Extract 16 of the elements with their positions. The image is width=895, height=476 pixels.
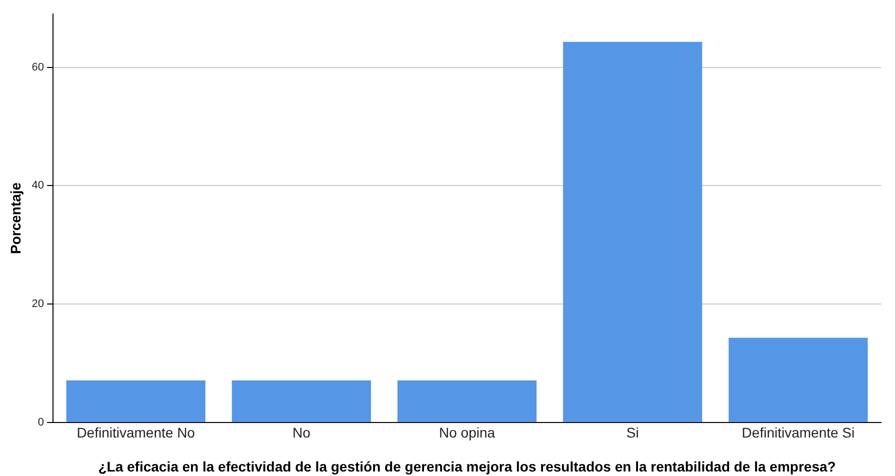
y-tick-label: 20: [32, 298, 44, 310]
y-tick-label: 40: [32, 180, 44, 192]
x-tick-label: No opina: [438, 424, 496, 441]
bar: [728, 338, 868, 422]
bar: [66, 380, 206, 422]
bar: [397, 380, 537, 422]
x-tick-label: No: [292, 424, 311, 441]
x-tick-label: Definitivamente No: [76, 424, 196, 441]
x-tick-label: Definitivamente Si: [742, 424, 855, 441]
y-tick-label: 60: [32, 61, 44, 74]
y-tick-label: 0: [38, 416, 44, 428]
x-tick-label: Si: [626, 424, 639, 441]
x-axis-title: ¿La eficacia en la efectividad de la gestión de gerencia mejora los resultados en la rentabilidad de la empresa?: [98, 458, 836, 474]
y-axis-title: Porcentaje: [7, 182, 24, 254]
bar: [563, 42, 702, 422]
bar: [232, 380, 371, 422]
